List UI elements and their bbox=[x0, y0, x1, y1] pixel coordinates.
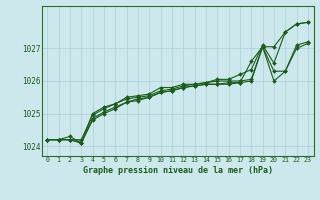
X-axis label: Graphe pression niveau de la mer (hPa): Graphe pression niveau de la mer (hPa) bbox=[83, 166, 273, 175]
